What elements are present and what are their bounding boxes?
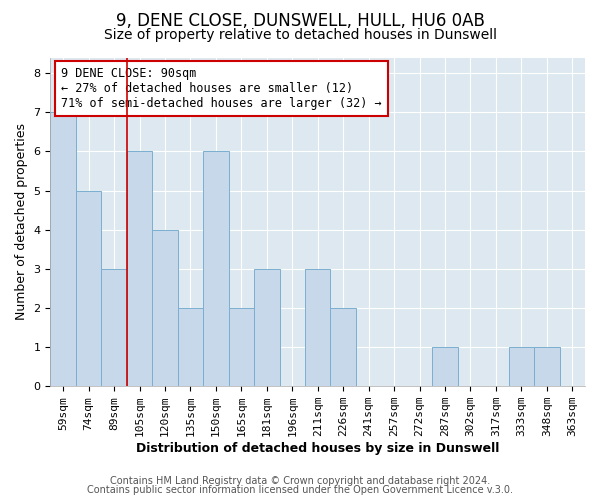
Bar: [178, 308, 203, 386]
Bar: [432, 347, 458, 386]
Text: Contains HM Land Registry data © Crown copyright and database right 2024.: Contains HM Land Registry data © Crown c…: [110, 476, 490, 486]
X-axis label: Distribution of detached houses by size in Dunswell: Distribution of detached houses by size …: [136, 442, 499, 455]
Bar: [50, 112, 76, 386]
Bar: [509, 347, 534, 386]
Bar: [203, 152, 229, 386]
Bar: [254, 269, 280, 386]
Y-axis label: Number of detached properties: Number of detached properties: [15, 124, 28, 320]
Bar: [152, 230, 178, 386]
Text: Size of property relative to detached houses in Dunswell: Size of property relative to detached ho…: [104, 28, 497, 42]
Bar: [305, 269, 331, 386]
Bar: [101, 269, 127, 386]
Bar: [229, 308, 254, 386]
Text: Contains public sector information licensed under the Open Government Licence v.: Contains public sector information licen…: [87, 485, 513, 495]
Text: 9, DENE CLOSE, DUNSWELL, HULL, HU6 0AB: 9, DENE CLOSE, DUNSWELL, HULL, HU6 0AB: [116, 12, 484, 30]
Bar: [76, 190, 101, 386]
Bar: [534, 347, 560, 386]
Bar: [127, 152, 152, 386]
Text: 9 DENE CLOSE: 90sqm
← 27% of detached houses are smaller (12)
71% of semi-detach: 9 DENE CLOSE: 90sqm ← 27% of detached ho…: [61, 68, 382, 110]
Bar: [331, 308, 356, 386]
